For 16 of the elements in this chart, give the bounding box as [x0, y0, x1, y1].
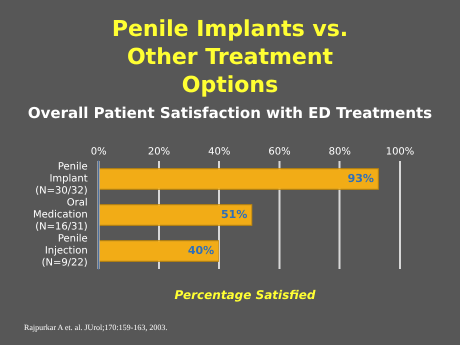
chart-subtitle: Overall Patient Satisfaction with ED Treatments: [26, 104, 434, 122]
data-label: 51%: [221, 208, 248, 221]
x-tick-label: 0%: [90, 146, 107, 158]
text: Rajpurkar A et. al. JUrol;170:159-163, 2003.: [24, 323, 168, 332]
x-axis-title: Percentage Satisfied: [174, 288, 316, 302]
x-tick-label: 60%: [268, 146, 291, 158]
data-label: 93%: [348, 172, 374, 185]
x-tick-label: 40%: [208, 146, 230, 158]
chart-title: Penile Implants vs. Other Treatment Options: [110, 16, 350, 100]
y-tick-label: Penile Implant (N=30/32): [35, 162, 88, 197]
data-label: 40%: [188, 244, 214, 257]
y-tick-label: Penile Injection (N=9/22): [42, 234, 88, 269]
x-tick-label: 80%: [328, 146, 351, 158]
x-tick-label: 20%: [148, 146, 170, 158]
y-tick-label: Oral Medication (N=16/31): [33, 198, 88, 233]
x-tick-label: 100%: [386, 146, 414, 158]
